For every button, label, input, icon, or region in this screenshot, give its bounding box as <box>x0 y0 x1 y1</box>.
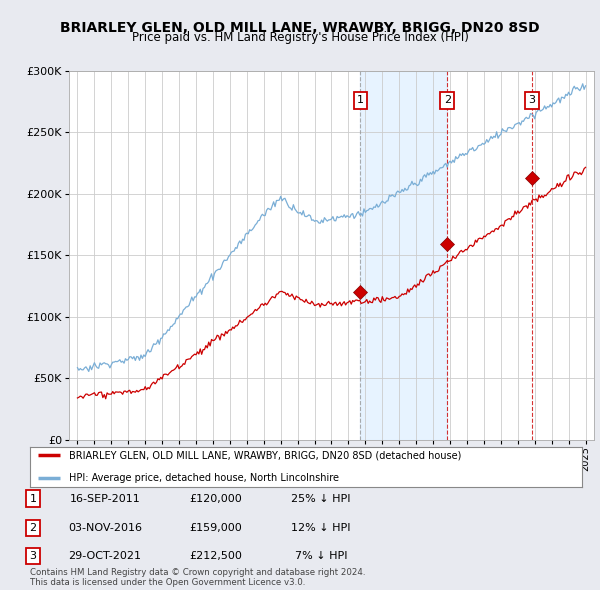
Text: Price paid vs. HM Land Registry's House Price Index (HPI): Price paid vs. HM Land Registry's House … <box>131 31 469 44</box>
Text: £212,500: £212,500 <box>190 552 242 561</box>
Text: 2: 2 <box>444 96 451 105</box>
Text: Contains HM Land Registry data © Crown copyright and database right 2024.
This d: Contains HM Land Registry data © Crown c… <box>30 568 365 587</box>
Text: 03-NOV-2016: 03-NOV-2016 <box>68 523 142 533</box>
Text: BRIARLEY GLEN, OLD MILL LANE, WRAWBY, BRIGG, DN20 8SD (detached house): BRIARLEY GLEN, OLD MILL LANE, WRAWBY, BR… <box>68 450 461 460</box>
Text: 29-OCT-2021: 29-OCT-2021 <box>68 552 142 561</box>
Text: 1: 1 <box>29 494 37 503</box>
Text: HPI: Average price, detached house, North Lincolnshire: HPI: Average price, detached house, Nort… <box>68 473 338 483</box>
Text: 7% ↓ HPI: 7% ↓ HPI <box>295 552 347 561</box>
Text: 12% ↓ HPI: 12% ↓ HPI <box>291 523 351 533</box>
Text: BRIARLEY GLEN, OLD MILL LANE, WRAWBY, BRIGG, DN20 8SD: BRIARLEY GLEN, OLD MILL LANE, WRAWBY, BR… <box>60 21 540 35</box>
Bar <box>361 71 448 440</box>
Text: £159,000: £159,000 <box>190 523 242 533</box>
Text: 2: 2 <box>29 523 37 533</box>
Text: 16-SEP-2011: 16-SEP-2011 <box>70 494 140 503</box>
Text: 3: 3 <box>529 96 535 105</box>
Text: 25% ↓ HPI: 25% ↓ HPI <box>291 494 351 503</box>
Text: £120,000: £120,000 <box>190 494 242 503</box>
Text: 1: 1 <box>357 96 364 105</box>
Text: 3: 3 <box>29 552 37 561</box>
